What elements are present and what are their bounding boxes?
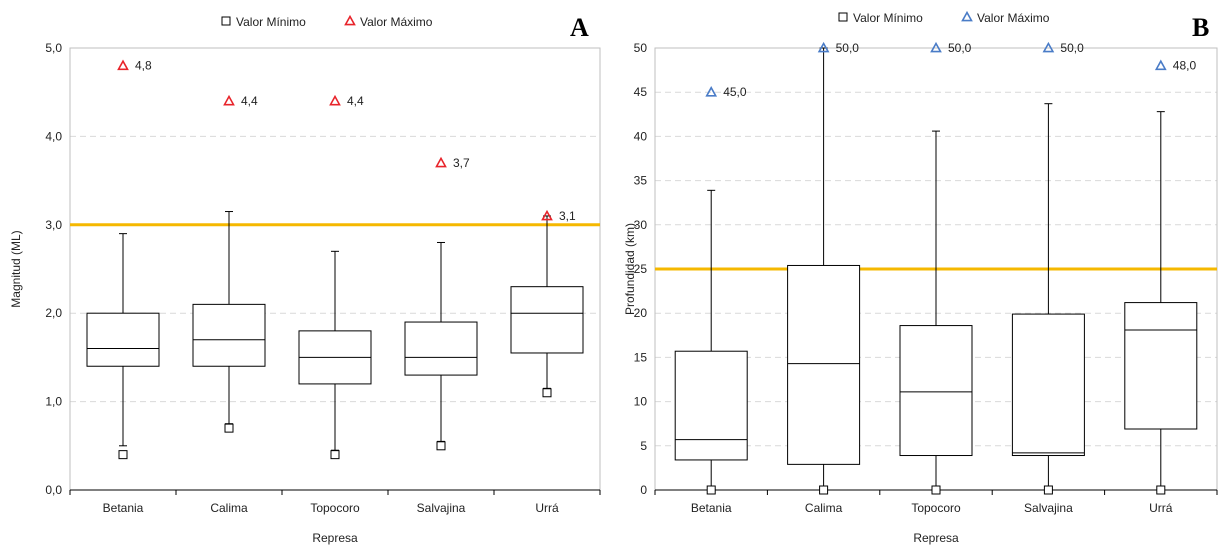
box <box>86 312 160 367</box>
box <box>787 264 861 465</box>
y-tick-label: 2,0 <box>45 306 62 320</box>
min-value-marker <box>118 450 128 460</box>
legend-max-marker <box>961 10 973 22</box>
max-value-label: 50,0 <box>948 41 972 55</box>
legend-min-marker <box>221 16 231 26</box>
max-value-label: 3,7 <box>453 156 470 170</box>
box <box>1011 313 1085 457</box>
x-tick-label: Salvajina <box>1024 501 1073 515</box>
max-value-label: 4,4 <box>241 94 258 108</box>
y-tick-label: 50 <box>634 41 648 55</box>
y-tick-label: 20 <box>634 306 648 320</box>
x-axis-title: Represa <box>913 531 959 545</box>
min-value-marker <box>224 423 234 433</box>
y-tick-label: 40 <box>634 129 648 143</box>
max-value-marker <box>329 94 341 106</box>
y-tick-label: 45 <box>634 85 648 99</box>
max-value-marker <box>1154 59 1167 71</box>
max-value-marker <box>817 41 830 53</box>
y-axis-title: Profundidad (km) <box>623 223 637 315</box>
max-value-marker <box>223 94 235 106</box>
y-tick-label: 30 <box>634 218 648 232</box>
box <box>192 303 266 367</box>
y-tick-label: 0 <box>640 483 647 497</box>
x-tick-label: Topocoro <box>911 501 961 515</box>
y-tick-label: 35 <box>634 174 648 188</box>
box <box>404 321 478 376</box>
max-value-label: 4,8 <box>135 59 152 73</box>
min-value-marker <box>931 485 941 495</box>
x-tick-label: Betania <box>103 501 144 515</box>
legend-min-label: Valor Mínimo <box>853 11 923 25</box>
min-value-marker <box>706 485 716 495</box>
box <box>674 350 748 461</box>
min-value-marker <box>1156 485 1166 495</box>
max-value-label: 50,0 <box>1060 41 1084 55</box>
legend-max-label: Valor Máximo <box>977 11 1050 25</box>
x-axis-title: Represa <box>312 531 358 545</box>
max-value-marker <box>930 41 942 53</box>
max-value-label: 4,4 <box>347 94 364 108</box>
y-tick-label: 0,0 <box>45 483 62 497</box>
min-value-marker <box>436 441 446 451</box>
min-value-marker <box>330 450 340 460</box>
max-value-marker <box>117 59 129 71</box>
max-value-marker <box>1042 41 1055 53</box>
box <box>1124 302 1198 430</box>
y-tick-label: 4,0 <box>45 129 62 143</box>
y-tick-label: 1,0 <box>45 395 62 409</box>
max-value-label: 3,1 <box>559 209 576 223</box>
x-tick-label: Calima <box>805 501 843 515</box>
y-tick-label: 5,0 <box>45 41 62 55</box>
x-tick-label: Betania <box>691 501 732 515</box>
max-value-marker <box>435 156 447 168</box>
max-value-label: 50,0 <box>836 41 860 55</box>
max-value-label: 45,0 <box>723 85 747 99</box>
legend-max-marker <box>344 14 356 26</box>
y-tick-label: 3,0 <box>45 218 62 232</box>
min-value-marker <box>819 485 829 495</box>
x-tick-label: Urrá <box>1149 501 1173 515</box>
x-tick-label: Salvajina <box>417 501 466 515</box>
legend-min-label: Valor Mínimo <box>236 15 306 29</box>
chart-panel-b: 0 5 10 15 20 25 30 35 40 45 50 Betania Calima Topocor… <box>612 0 1227 550</box>
x-tick-label: Urrá <box>535 501 559 515</box>
y-axis-title: Magnitud (ML) <box>9 230 23 307</box>
legend-min-marker <box>838 12 848 22</box>
x-tick-label: Calima <box>210 501 248 515</box>
min-value-marker <box>542 388 552 398</box>
box <box>899 325 973 457</box>
y-tick-label: 5 <box>640 439 647 453</box>
min-value-marker <box>1043 485 1053 495</box>
boxplot-profundidad: 0 5 10 15 20 25 30 35 40 45 50 Betania Calima Topocor… <box>623 10 1218 545</box>
boxplot-magnitud: 0,0 1,0 2,0 3,0 4,0 5,0 Betania Calima Topocoro S… <box>9 13 601 545</box>
box <box>510 286 584 354</box>
panel-label: B <box>1192 13 1209 42</box>
max-value-marker <box>705 86 718 97</box>
panel-label: A <box>570 13 589 42</box>
max-value-label: 48,0 <box>1173 59 1197 73</box>
max-value-marker <box>541 209 553 221</box>
y-tick-label: 25 <box>634 262 648 276</box>
x-tick-label: Topocoro <box>310 501 360 515</box>
chart-panel-a: 0,0 1,0 2,0 3,0 4,0 5,0 Betania Calima Topocoro S… <box>0 0 610 550</box>
y-tick-label: 15 <box>634 350 648 364</box>
legend-max-label: Valor Máximo <box>360 15 433 29</box>
y-tick-label: 10 <box>634 395 648 409</box>
